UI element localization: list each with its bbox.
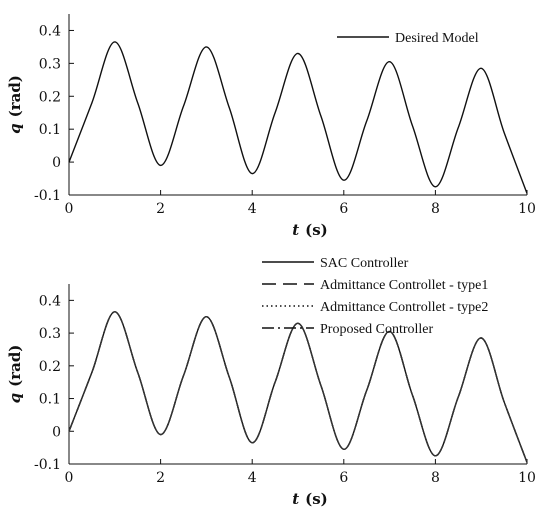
x-axis-unit: (s)	[305, 221, 328, 239]
y-tick-label: -0.1	[34, 188, 61, 204]
x-tick-label: 8	[431, 201, 440, 217]
legend-label: Proposed Controller	[320, 322, 433, 337]
x-axis-label: t (s)	[292, 490, 328, 508]
top-chart-panel: 0 2 4 6 8 10-0.100.10.20.30.4t (s)q(rad)Desire…	[6, 14, 536, 239]
series-line-2	[68, 311, 528, 463]
x-tick-label: 4	[248, 470, 257, 486]
x-tick-label: 0	[65, 201, 74, 217]
y-tick-label: 0.1	[39, 392, 61, 408]
y-tick-label: 0.4	[39, 23, 61, 39]
y-tick-label: -0.1	[34, 457, 61, 473]
x-tick-label: 4	[248, 201, 257, 217]
y-axis-label: q (rad)	[6, 75, 24, 134]
y-tick-label: 0.3	[39, 326, 61, 342]
legend-label: SAC Controller	[320, 256, 409, 271]
series-line-4	[68, 311, 528, 463]
y-axis-unit: (rad)	[6, 75, 24, 117]
y-axis-variable: q	[6, 123, 24, 134]
y-tick-label: 0.1	[39, 122, 61, 138]
x-tick-label: 2	[156, 201, 165, 217]
x-axis-variable: t	[292, 221, 299, 239]
y-tick-label: 0.2	[39, 89, 61, 105]
legend-label: Desired Model	[395, 31, 479, 46]
x-tick-label: 2	[156, 470, 165, 486]
x-tick-label: 6	[339, 201, 348, 217]
legend-label: Admittance Controllet - type1	[320, 278, 488, 293]
y-tick-label: 0.2	[39, 359, 61, 375]
y-axis-variable: q	[6, 393, 24, 404]
x-axis-variable: t	[292, 490, 299, 508]
y-tick-label: 0.4	[39, 293, 61, 309]
y-tick-label: 0	[52, 424, 61, 440]
x-tick-label: 8	[431, 470, 440, 486]
y-axis-unit: (rad)	[6, 345, 24, 387]
x-axis-unit: (s)	[305, 490, 328, 508]
x-tick-label: 0	[65, 470, 74, 486]
x-tick-label: 6	[339, 470, 348, 486]
y-tick-label: 0.3	[39, 56, 61, 72]
series-line-3	[68, 311, 528, 463]
x-axis-label: t (s)	[292, 221, 328, 239]
y-axis-label: q (rad)	[6, 345, 24, 404]
x-tick-label: 10	[518, 201, 536, 217]
series-line-1	[68, 311, 528, 463]
bottom-chart-panel: 0 2 4 6 8 10-0.100.10.20.30.4t (s)q(rad)SAC Co…	[6, 256, 536, 508]
series-line-1	[68, 41, 528, 194]
legend-label: Admittance Controllet - type2	[320, 300, 488, 315]
y-tick-label: 0	[52, 155, 61, 171]
x-tick-label: 10	[518, 470, 536, 486]
